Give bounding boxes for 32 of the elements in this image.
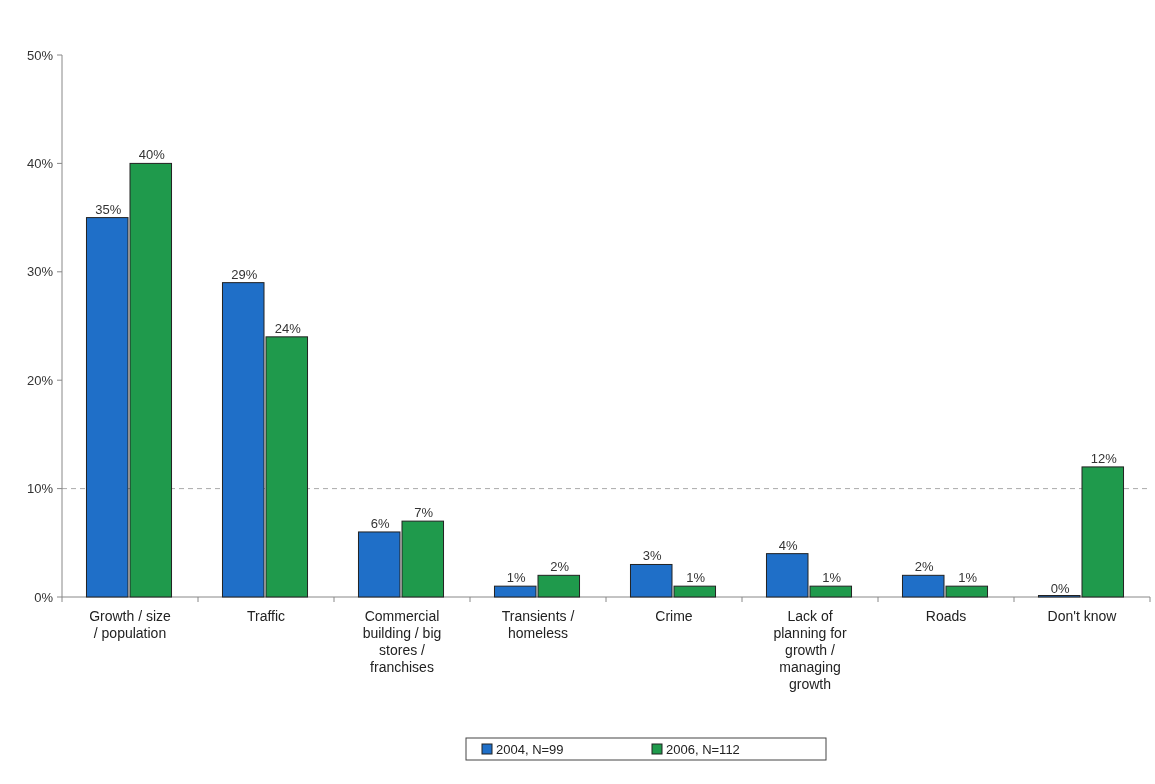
legend-label: 2006, N=112 bbox=[666, 742, 740, 757]
x-tick-label: Roads bbox=[925, 608, 967, 624]
x-tick-label: Growth / size / population bbox=[89, 608, 172, 641]
data-label: 1% bbox=[822, 570, 842, 586]
data-label: 12% bbox=[1090, 450, 1118, 466]
legend-label: 2004, N=99 bbox=[496, 742, 564, 757]
data-label: 6% bbox=[370, 515, 391, 531]
data-label: 7% bbox=[414, 505, 434, 521]
y-tick-label: 50% bbox=[26, 47, 54, 63]
y-tick-label: 20% bbox=[26, 372, 54, 388]
x-tick-label: Don't know bbox=[1047, 608, 1118, 624]
data-label: 40% bbox=[138, 147, 166, 163]
data-label: 4% bbox=[778, 537, 799, 553]
data-label: 24% bbox=[274, 320, 302, 336]
y-tick-label: 40% bbox=[26, 155, 54, 171]
data-label: 1% bbox=[506, 570, 527, 586]
data-label: 2% bbox=[914, 559, 935, 575]
data-label: 3% bbox=[642, 548, 663, 564]
x-tick-label: Commercial building / big stores / franchises bbox=[362, 608, 442, 675]
data-label: 1% bbox=[686, 570, 706, 586]
x-tick-label: Traffic bbox=[246, 608, 286, 624]
data-label: 29% bbox=[231, 266, 258, 282]
x-tick-label: Crime bbox=[655, 608, 693, 624]
data-label: 2% bbox=[550, 559, 570, 575]
x-tick-label: Transients / homeless bbox=[501, 608, 575, 641]
y-tick-label: 0% bbox=[34, 589, 54, 605]
data-label: 35% bbox=[95, 201, 122, 217]
y-tick-label: 10% bbox=[26, 481, 54, 497]
x-tick-label: Lack of planning for growth / managing growth bbox=[773, 608, 847, 692]
data-label: 0% bbox=[1050, 581, 1071, 596]
data-label: 1% bbox=[958, 570, 978, 586]
y-tick-label: 30% bbox=[26, 264, 54, 280]
